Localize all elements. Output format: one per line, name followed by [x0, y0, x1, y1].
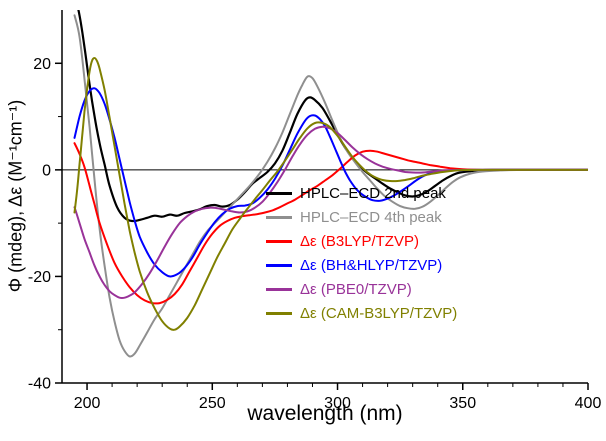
- legend-label: Δε (CAM-B3LYP/TZVP): [300, 305, 458, 322]
- series-line-1: [77, 10, 588, 223]
- series-line-3: [73, 142, 588, 305]
- legend-label: Δε (PBE0/TZVP): [300, 281, 412, 298]
- legend-item: Δε (B3LYP/TZVP): [266, 232, 457, 251]
- legend-label: Δε (BH&HLYP/TZVP): [300, 257, 443, 274]
- x-tick-label: 300: [324, 395, 351, 412]
- x-axis-label: wavelength (nm): [247, 402, 403, 425]
- y-tick-label: -20: [28, 269, 51, 286]
- legend-item: Δε (PBE0/TZVP): [266, 280, 457, 299]
- series-line-4: [73, 87, 588, 278]
- legend-label: Δε (B3LYP/TZVP): [300, 233, 419, 250]
- series-line-6: [73, 56, 588, 331]
- legend: HPLC–ECD 2nd peak HPLC–ECD 4th peak Δε (B3…: [266, 184, 457, 323]
- legend-item: Δε (CAM-B3LYP/TZVP): [266, 304, 457, 323]
- x-tick-label: 400: [575, 395, 602, 412]
- legend-label: HPLC–ECD 2nd peak: [300, 185, 446, 202]
- x-tick-label: 350: [449, 395, 476, 412]
- legend-item: HPLC–ECD 2nd peak: [266, 184, 457, 203]
- x-tick-label: 200: [74, 395, 101, 412]
- legend-line-swatch: [266, 240, 292, 243]
- y-tick-label: 0: [42, 162, 51, 179]
- legend-item: Δε (BH&HLYP/TZVP): [266, 256, 457, 275]
- y-tick-label: -40: [28, 376, 51, 393]
- legend-line-swatch: [266, 312, 292, 315]
- y-axis-label: Φ (mdeg), Δε (M⁻¹cm⁻¹): [5, 99, 26, 293]
- legend-line-swatch: [266, 264, 292, 267]
- legend-line-swatch: [266, 192, 292, 195]
- legend-label: HPLC–ECD 4th peak: [300, 209, 442, 226]
- legend-line-swatch: [266, 216, 292, 219]
- series-line-2: [73, 14, 588, 358]
- x-tick-label: 250: [199, 395, 226, 412]
- series-line-5: [73, 125, 588, 300]
- legend-line-swatch: [266, 288, 292, 291]
- legend-item: HPLC–ECD 4th peak: [266, 208, 457, 227]
- series-group: [73, 10, 588, 358]
- y-tick-label: 20: [33, 56, 51, 73]
